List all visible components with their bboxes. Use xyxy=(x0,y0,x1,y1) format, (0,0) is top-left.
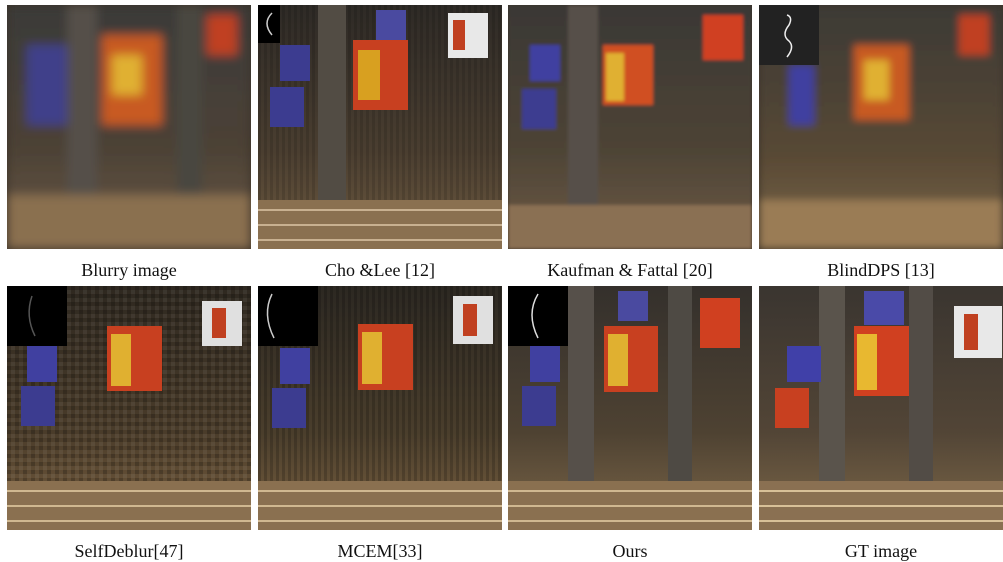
caption-blinddps: BlindDPS [13] xyxy=(827,260,935,280)
kernel-inset-icon xyxy=(508,286,568,346)
kernel-inset-icon xyxy=(258,5,280,43)
caption-ours: Ours xyxy=(612,541,648,561)
cathedral-scene-image xyxy=(7,286,251,530)
cathedral-scene-image xyxy=(759,286,1003,530)
caption-selfdeblur: SelfDeblur[47] xyxy=(74,541,184,561)
caption-kaufman-fattal: Kaufman & Fattal [20] xyxy=(547,260,713,280)
cathedral-scene-image xyxy=(258,5,502,249)
mcem-photo xyxy=(258,286,502,530)
selfdeblur-photo xyxy=(7,286,251,530)
kernel-inset-icon xyxy=(7,286,67,346)
blurry-photo xyxy=(7,5,251,249)
cathedral-scene-image xyxy=(508,5,752,249)
caption-gt: GT image xyxy=(844,541,918,561)
cathedral-scene-image xyxy=(759,5,1003,249)
ours-photo xyxy=(508,286,752,530)
gt-photo xyxy=(759,286,1003,530)
cathedral-scene-image xyxy=(7,5,251,249)
kaufman-fattal-photo xyxy=(508,5,752,249)
blinddps-photo xyxy=(759,5,1003,249)
cathedral-scene-image xyxy=(258,286,502,530)
kernel-inset-icon xyxy=(759,5,819,65)
caption-blurry: Blurry image xyxy=(81,260,177,280)
caption-cho-lee: Cho &Lee [12] xyxy=(325,260,435,280)
cho-lee-photo xyxy=(258,5,502,249)
cathedral-scene-image xyxy=(508,286,752,530)
caption-mcem: MCEM[33] xyxy=(337,541,423,561)
